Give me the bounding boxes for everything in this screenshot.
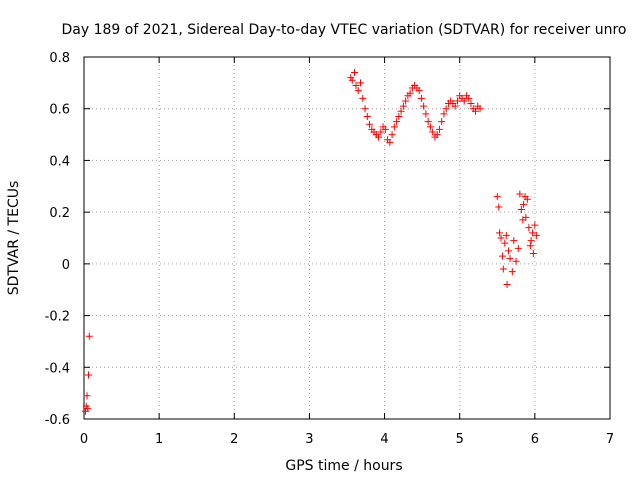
data-point xyxy=(497,234,505,242)
data-point xyxy=(493,193,501,201)
chart-grid xyxy=(84,57,610,419)
data-point xyxy=(85,371,93,379)
data-point xyxy=(438,118,446,126)
data-point xyxy=(516,190,524,198)
data-point xyxy=(527,237,535,245)
y-tick-label: 0.2 xyxy=(49,206,70,221)
y-tick-label: 0.8 xyxy=(49,51,70,66)
x-tick-label: 5 xyxy=(456,432,464,447)
data-point xyxy=(512,257,520,265)
data-point xyxy=(426,123,434,131)
data-point xyxy=(531,221,539,229)
data-point xyxy=(388,131,396,139)
data-point xyxy=(440,110,448,118)
data-point xyxy=(453,97,461,105)
y-tick-label: -0.2 xyxy=(45,310,70,325)
data-point xyxy=(386,138,394,146)
data-point xyxy=(429,128,437,136)
y-tick-label: 0.4 xyxy=(49,154,70,169)
data-points xyxy=(82,69,540,415)
data-point xyxy=(517,206,525,214)
data-point xyxy=(390,123,398,131)
data-point xyxy=(433,131,441,139)
data-point xyxy=(354,87,362,95)
data-point xyxy=(525,224,533,232)
data-point xyxy=(84,405,92,413)
data-point xyxy=(503,281,511,289)
chart-title: Day 189 of 2021, Sidereal Day-to-day VTE… xyxy=(62,22,627,38)
x-tick-label: 1 xyxy=(155,432,163,447)
plot-frame xyxy=(83,56,611,420)
data-point xyxy=(506,255,514,263)
data-point xyxy=(505,247,513,255)
data-point xyxy=(467,100,475,108)
x-axis-label: GPS time / hours xyxy=(285,458,402,474)
data-point xyxy=(351,69,359,77)
x-axis-ticks: 0 1 2 3 4 5 6 7 xyxy=(80,57,614,447)
data-point xyxy=(402,97,410,105)
data-point xyxy=(393,118,401,126)
data-point xyxy=(460,97,468,105)
data-point xyxy=(406,89,414,97)
x-tick-label: 7 xyxy=(606,432,614,447)
data-point xyxy=(529,250,537,258)
data-point xyxy=(476,105,484,113)
data-point xyxy=(83,392,91,400)
data-point xyxy=(520,200,528,208)
data-point xyxy=(465,94,473,102)
data-point xyxy=(381,125,389,133)
data-point xyxy=(442,105,450,113)
data-point xyxy=(397,107,405,115)
data-point xyxy=(359,94,367,102)
y-tick-label: 0.6 xyxy=(49,103,70,118)
data-point xyxy=(496,229,504,237)
data-point xyxy=(508,268,516,276)
data-point xyxy=(363,112,371,120)
data-point xyxy=(361,105,369,113)
data-point xyxy=(399,102,407,110)
y-tick-label: -0.6 xyxy=(45,413,70,428)
data-point xyxy=(532,231,540,239)
x-tick-label: 4 xyxy=(380,432,388,447)
data-point xyxy=(352,81,360,89)
data-point xyxy=(417,94,425,102)
x-tick-label: 6 xyxy=(531,432,539,447)
y-axis-ticks: -0.6 -0.4 -0.2 0 0.2 0.4 0.6 0.8 xyxy=(45,51,610,428)
data-point xyxy=(366,120,374,128)
data-point xyxy=(526,242,534,250)
data-point xyxy=(415,87,423,95)
y-tick-label: 0 xyxy=(62,258,70,273)
x-tick-label: 3 xyxy=(305,432,313,447)
data-point xyxy=(375,133,383,141)
data-point xyxy=(395,112,403,120)
x-tick-label: 0 xyxy=(80,432,88,447)
data-point xyxy=(471,107,479,115)
data-point xyxy=(85,332,93,340)
data-point xyxy=(451,102,459,110)
data-point xyxy=(499,265,507,273)
data-point xyxy=(424,118,432,126)
data-point xyxy=(495,203,503,211)
data-point xyxy=(422,110,430,118)
data-point xyxy=(523,195,531,203)
y-axis-label: SDTVAR / TECUs xyxy=(6,181,22,296)
x-tick-label: 2 xyxy=(230,432,238,447)
data-point xyxy=(510,237,518,245)
data-point xyxy=(348,76,356,84)
data-point xyxy=(529,229,537,237)
data-point xyxy=(357,79,365,87)
data-point xyxy=(501,239,509,247)
y-tick-label: -0.4 xyxy=(45,361,70,376)
data-point xyxy=(522,213,530,221)
data-point xyxy=(502,231,510,239)
data-point xyxy=(499,252,507,260)
data-point xyxy=(435,125,443,133)
data-point xyxy=(377,128,385,136)
data-point xyxy=(514,244,522,252)
data-point xyxy=(420,102,428,110)
